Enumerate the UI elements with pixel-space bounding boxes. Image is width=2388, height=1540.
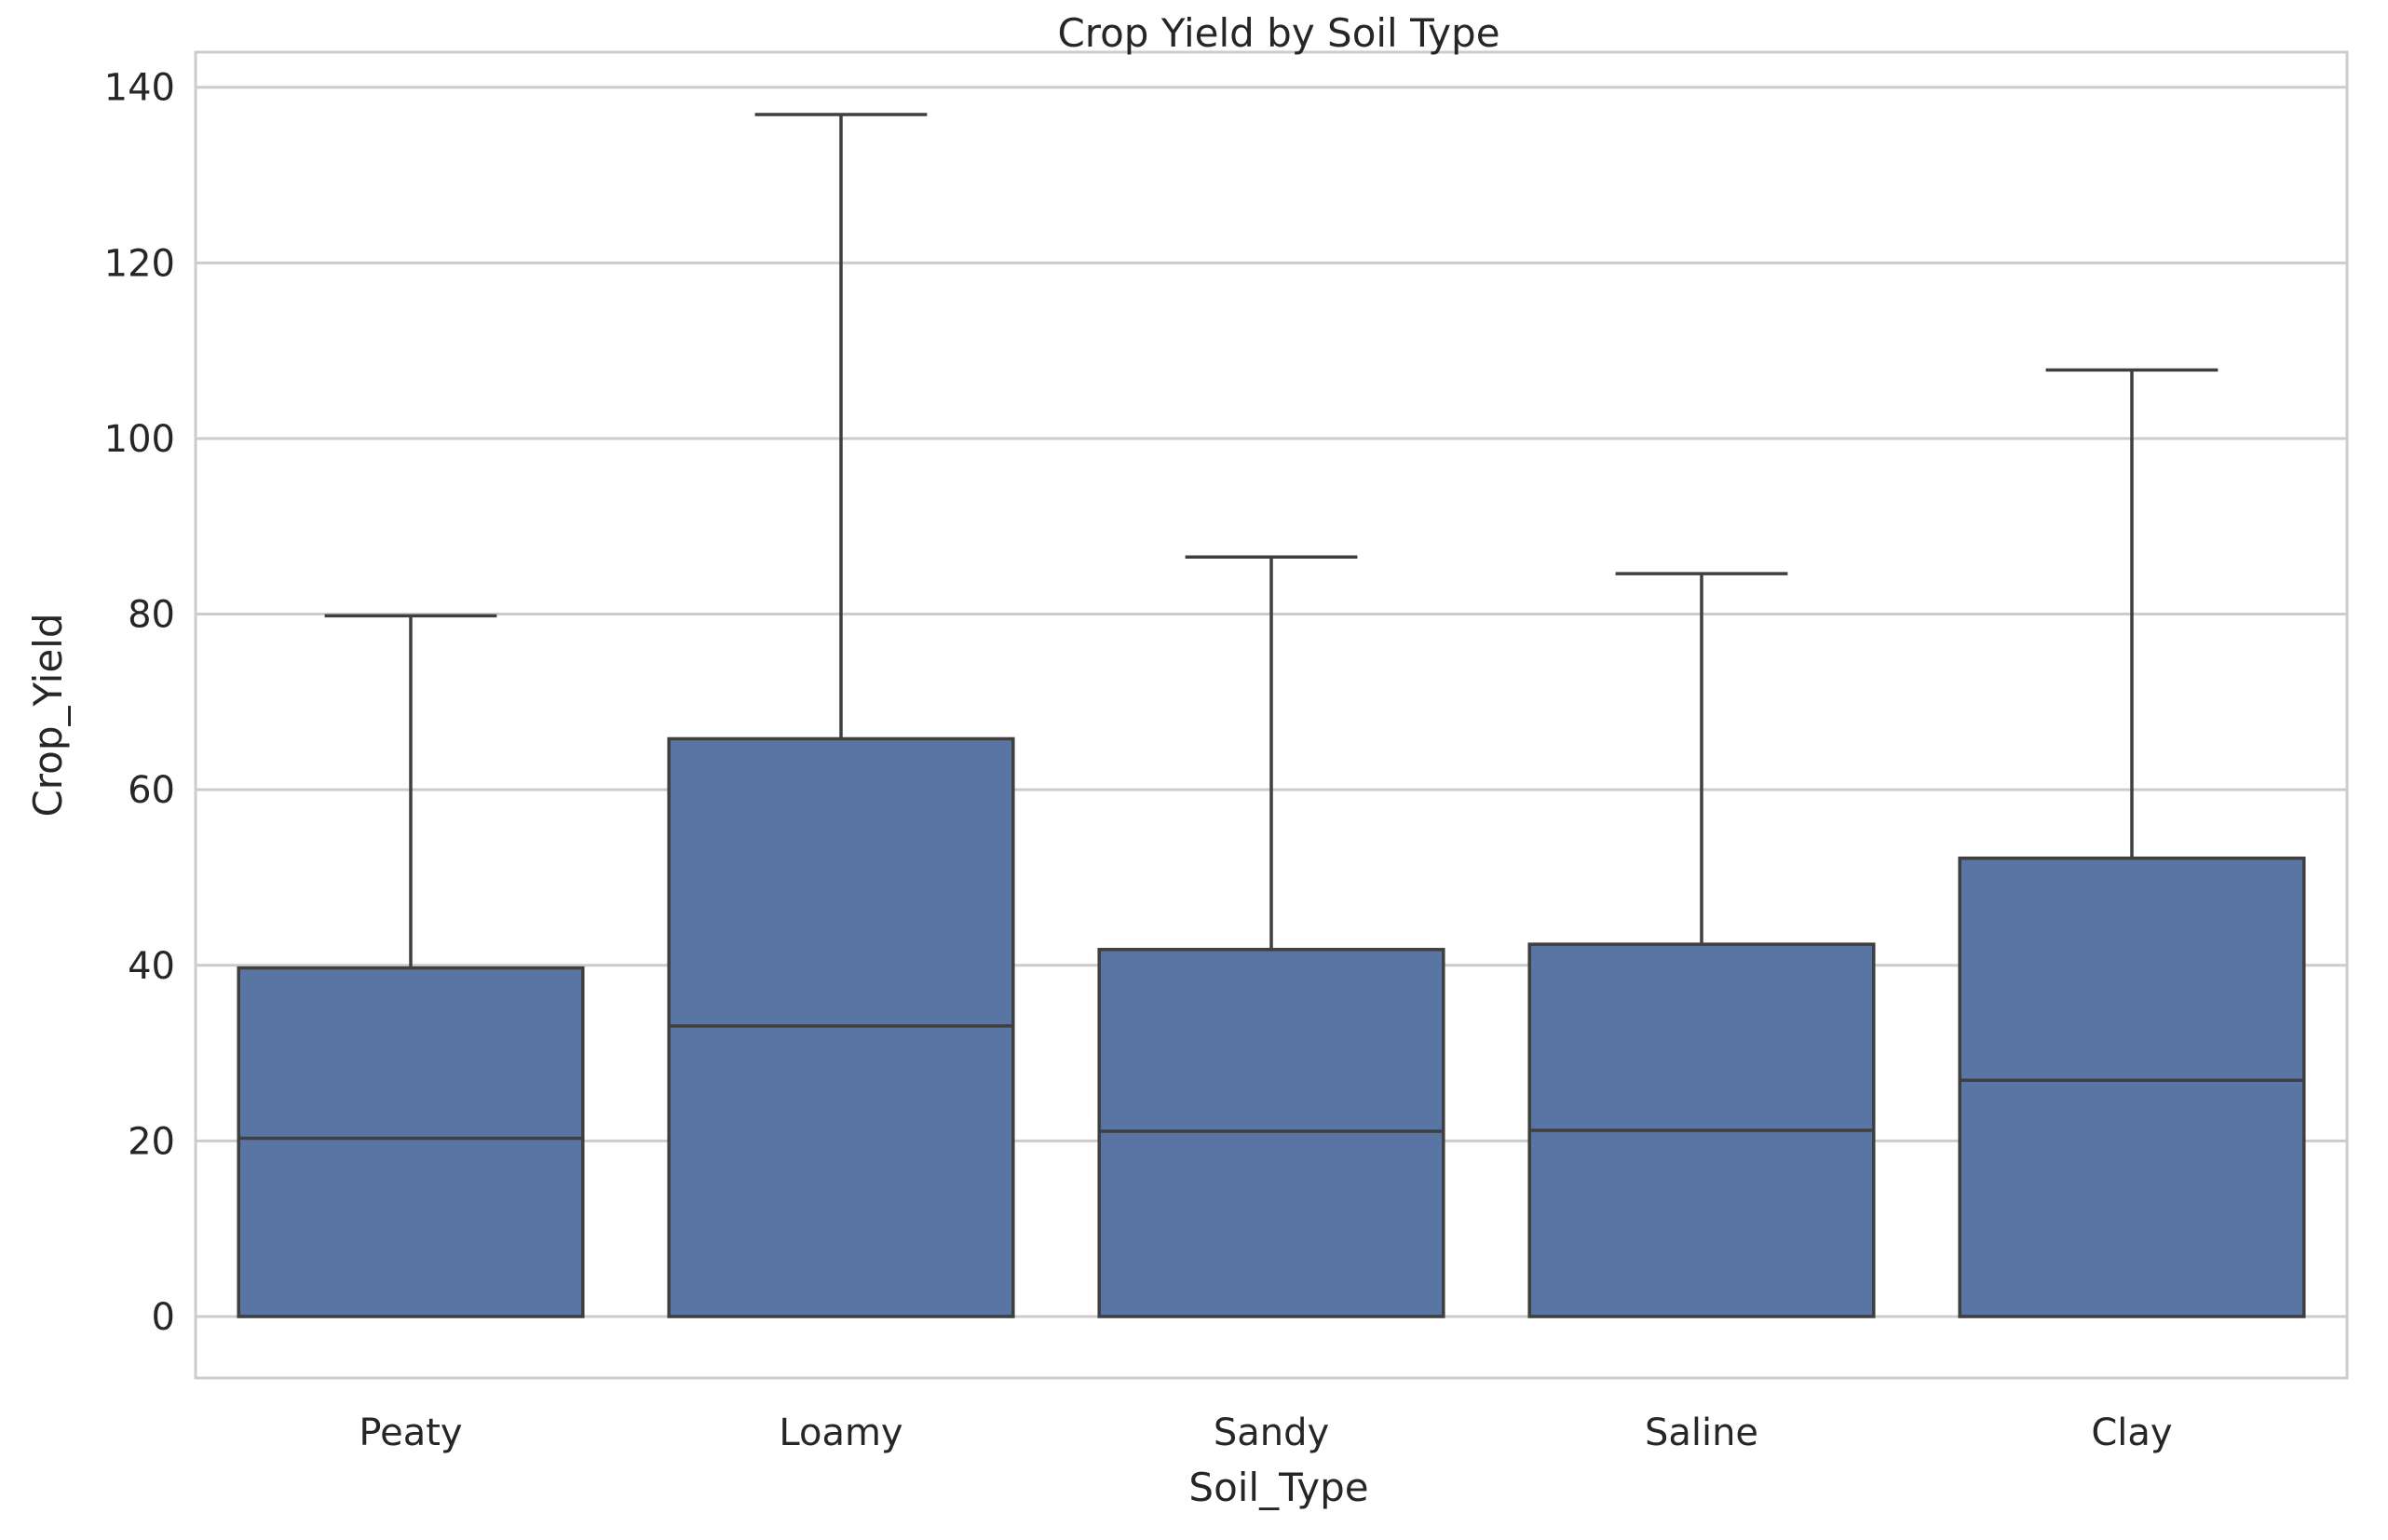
x-tick-label: Saline	[1645, 1412, 1758, 1454]
x-tick-label: Clay	[2091, 1412, 2172, 1454]
x-tick-label: Loamy	[779, 1412, 902, 1454]
y-tick-label: 120	[104, 242, 175, 285]
x-axis-label: Soil_Type	[1188, 1465, 1368, 1510]
x-tick-label: Peaty	[359, 1412, 462, 1454]
y-tick-label: 60	[128, 769, 175, 812]
x-tick-labels: Peaty Loamy Sandy Saline Clay	[359, 1412, 2172, 1454]
box-peaty	[237, 614, 585, 1318]
boxes	[237, 113, 2306, 1318]
chart-title: Crop Yield by Soil Type	[1057, 10, 1499, 56]
box-loamy	[667, 113, 1015, 1318]
box-saline	[1527, 572, 1876, 1318]
y-tick-label: 20	[128, 1120, 175, 1163]
iqr-box	[1097, 948, 1445, 1318]
y-tick-label: 0	[152, 1296, 175, 1339]
y-tick-label: 40	[128, 945, 175, 988]
y-tick-labels: 0 20 40 60 80 100 120 140	[104, 67, 175, 1339]
x-tick-label: Sandy	[1214, 1412, 1329, 1454]
iqr-box	[667, 736, 1015, 1318]
box-clay	[1958, 368, 2306, 1318]
box-sandy	[1097, 555, 1445, 1318]
iqr-box	[237, 966, 585, 1318]
iqr-box	[1958, 856, 2306, 1318]
plot-frame	[194, 50, 2349, 1380]
y-tick-label: 100	[104, 418, 175, 461]
y-tick-label: 140	[104, 67, 175, 110]
y-axis-label: Crop_Yield	[25, 613, 71, 817]
y-tick-label: 80	[128, 594, 175, 637]
